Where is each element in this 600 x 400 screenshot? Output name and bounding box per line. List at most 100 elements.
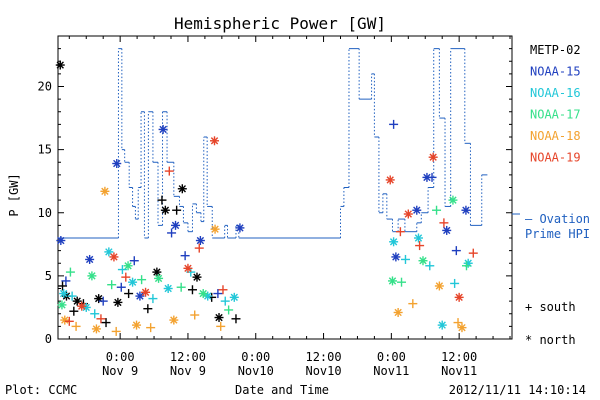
mark-stroke <box>193 273 201 281</box>
north-mark <box>195 236 205 246</box>
mark-stroke <box>92 325 101 333</box>
north-mark <box>60 315 70 325</box>
mark-stroke <box>419 257 427 265</box>
mark-stroke <box>101 187 109 195</box>
mark-stroke <box>94 294 103 303</box>
x-tick-label-date: Nov10 <box>238 364 274 378</box>
south-mark <box>64 316 74 326</box>
south-mark <box>164 166 174 176</box>
north-mark <box>192 272 202 282</box>
south-mark <box>176 282 186 292</box>
mark-stroke <box>170 316 178 324</box>
mark-stroke <box>388 277 397 285</box>
x-tick-label-time: 12:00 <box>305 350 341 364</box>
mark-stroke <box>230 293 238 302</box>
ovation-legend-line2: Prime HPI <box>525 227 590 241</box>
south-mark <box>439 218 449 228</box>
legend-entry-noaa-15: NOAA-15 <box>530 65 581 79</box>
mark-stroke <box>124 262 132 270</box>
mark-stroke <box>413 206 421 214</box>
north-mark <box>387 276 397 286</box>
y-tick-label: 10 <box>38 206 52 220</box>
mark-stroke <box>458 323 466 332</box>
mark-stroke <box>215 313 223 322</box>
north-mark <box>235 223 245 233</box>
north-mark <box>389 237 399 247</box>
north-mark <box>141 287 151 297</box>
legend-entry-noaa-19: NOAA-19 <box>530 151 581 165</box>
south-mark <box>65 267 75 277</box>
south-mark <box>218 285 228 295</box>
north-mark <box>163 284 173 293</box>
south-mark <box>111 326 121 336</box>
north-mark <box>59 289 69 299</box>
south-mark <box>220 296 230 306</box>
north-mark <box>214 313 224 323</box>
mark-stroke <box>435 282 444 290</box>
north-mark <box>160 205 170 215</box>
mark-stroke <box>394 308 402 317</box>
north-legend: * north <box>525 333 576 347</box>
footer-timestamp: 2012/11/11 14:10:14 <box>449 383 586 397</box>
south-mark <box>96 314 106 324</box>
mark-stroke <box>199 289 207 298</box>
x-tick-label-time: 0:00 <box>377 350 406 364</box>
south-mark <box>124 289 134 299</box>
south-mark <box>137 275 147 285</box>
mark-stroke <box>204 292 212 300</box>
south-mark <box>427 172 437 182</box>
x-tick-label-date: Nov10 <box>305 364 341 378</box>
mark-stroke <box>113 159 121 168</box>
north-mark <box>461 205 471 215</box>
mark-stroke <box>389 238 398 246</box>
north-mark <box>100 186 110 196</box>
south-mark <box>397 277 407 287</box>
south-mark <box>143 304 153 314</box>
legend-entry-noaa-18: NOAA-18 <box>530 129 581 143</box>
south-mark <box>461 261 471 271</box>
south-mark <box>432 205 442 215</box>
south-mark <box>172 205 182 215</box>
x-tick-label-time: 0:00 <box>241 350 270 364</box>
mark-stroke <box>443 226 451 235</box>
y-tick-label: 0 <box>45 332 52 346</box>
mark-stroke <box>178 185 186 193</box>
south-mark <box>425 261 435 271</box>
y-axis-label: P [GW] <box>7 173 21 216</box>
south-mark <box>190 310 200 320</box>
mark-stroke <box>59 289 68 298</box>
x-tick-label-date: Nov 9 <box>170 364 206 378</box>
south-mark <box>129 256 139 266</box>
south-mark <box>101 318 111 328</box>
north-mark <box>154 273 164 283</box>
south-mark <box>180 251 190 261</box>
south-mark <box>187 285 197 295</box>
north-mark <box>113 297 123 307</box>
north-mark <box>210 224 220 234</box>
south-mark <box>450 278 460 288</box>
mark-stroke <box>57 236 65 245</box>
north-mark <box>77 301 87 311</box>
legend-entry-metp-02: METP-02 <box>530 43 581 57</box>
chart-title: Hemispheric Power [GW] <box>174 14 386 33</box>
mark-stroke <box>236 224 244 232</box>
mark-stroke <box>423 173 431 182</box>
south-mark <box>107 280 117 290</box>
north-mark <box>87 271 97 281</box>
north-mark <box>57 300 67 310</box>
x-tick-label-date: Nov11 <box>373 364 409 378</box>
mark-stroke <box>161 206 170 214</box>
mark-stroke <box>61 316 69 324</box>
mark-stroke <box>171 221 180 230</box>
north-mark <box>418 256 428 266</box>
north-mark <box>132 320 142 330</box>
north-mark <box>91 324 101 334</box>
north-mark <box>109 252 119 262</box>
chart-legend: — Ovation Prime HPI + south * north METP… <box>525 43 590 347</box>
mark-stroke <box>211 225 219 233</box>
south-mark <box>121 272 131 282</box>
north-mark <box>177 184 187 194</box>
x-tick-label-time: 0:00 <box>106 350 135 364</box>
